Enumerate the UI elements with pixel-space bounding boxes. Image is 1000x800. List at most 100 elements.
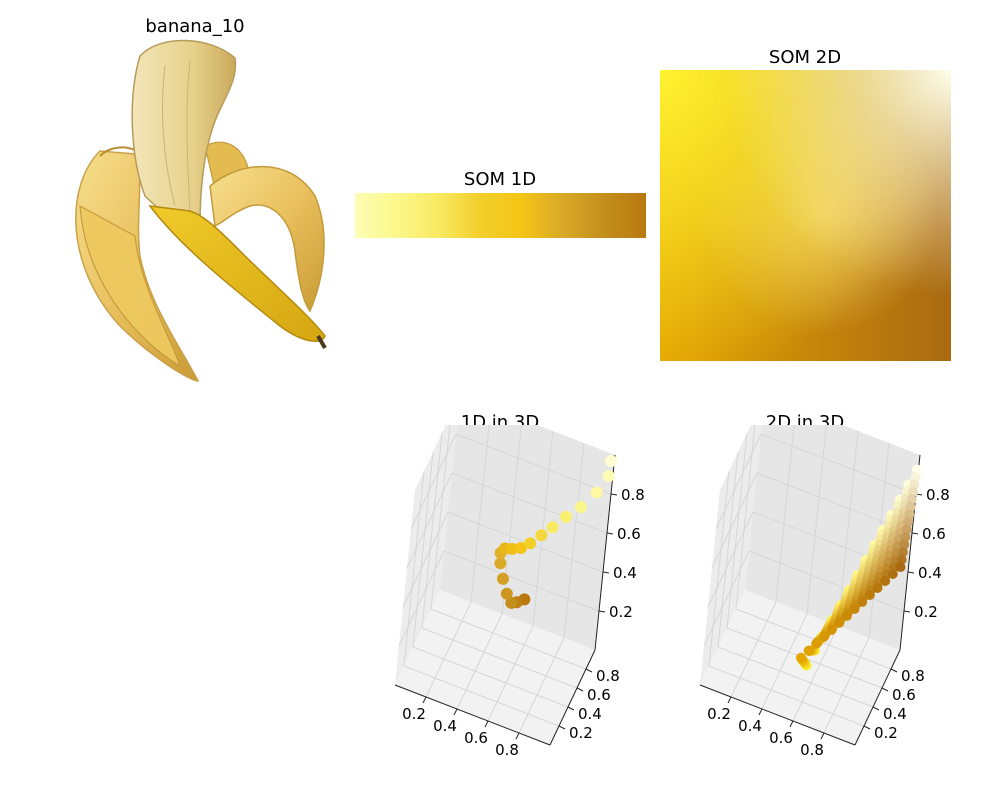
plot1d-point — [500, 587, 513, 600]
plot2d-point — [904, 509, 915, 520]
plot2d-x-tick-label: 0.2 — [707, 705, 731, 723]
plot1d-x-tick-label: 0.6 — [464, 729, 488, 747]
plot2d-x-tick-label: 0.4 — [738, 717, 762, 735]
plot2d-x-tick — [758, 708, 763, 716]
plot2d-x-tick-label: 0.6 — [769, 729, 793, 747]
plot1d-y-tick-label: 0.6 — [587, 686, 611, 704]
plot2d-point — [910, 472, 921, 483]
plot2d-x-tick-label: 0.8 — [800, 741, 824, 759]
plot1d-y-axis — [549, 649, 596, 746]
plot2d-point — [857, 596, 868, 607]
plot2d-point — [796, 652, 806, 663]
plot1d-point — [505, 596, 518, 609]
plot1d-point — [602, 470, 615, 483]
plot2d-left-pane — [700, 425, 762, 685]
plot2d-point — [834, 617, 845, 628]
plot1d-x-tick — [453, 708, 458, 716]
plot1d-y-tick — [585, 668, 593, 673]
plot1d-floor-pane — [395, 590, 595, 745]
plot1d-x-tick-label: 0.8 — [495, 741, 519, 759]
plot2d-point — [864, 589, 875, 600]
plot1d-point — [590, 486, 603, 499]
plot2d-point — [896, 554, 907, 565]
banana-image — [75, 39, 327, 382]
plot1d-point — [560, 510, 572, 523]
som2d-title: SOM 2D — [768, 47, 842, 68]
plot1d-point — [514, 542, 527, 555]
plot2d-point — [907, 487, 918, 498]
plot2d-x-tick — [820, 732, 825, 740]
plot1d-z-tick-label: 0.2 — [609, 603, 633, 621]
plot2d-point — [880, 576, 891, 587]
plot1d-point — [546, 521, 559, 534]
plot2d-point — [901, 524, 912, 535]
plot1d-z-tick — [606, 532, 614, 535]
plot2d-y-tick — [881, 687, 889, 692]
plot2d-floor-pane — [700, 590, 900, 745]
plot1d-x-tick — [515, 732, 520, 740]
plot1d-x-tick-label: 0.2 — [402, 705, 426, 723]
plot1d-y-tick — [558, 725, 566, 730]
plot2d-y-axis — [854, 649, 901, 746]
plot2d-z-tick-label: 0.8 — [926, 486, 950, 504]
plot2d-point — [826, 624, 837, 635]
plot2d-x-tick — [727, 696, 732, 704]
plot2d-point — [897, 547, 908, 558]
plot2d-point — [872, 582, 883, 593]
plot2d-y-tick-label: 0.2 — [874, 724, 898, 742]
banana-title: banana_10 — [145, 16, 245, 37]
plot1d-x-tick — [422, 696, 427, 704]
plot2d-point — [906, 494, 917, 505]
plot1d-x-tick-label: 0.4 — [433, 717, 457, 735]
plot2d-point — [905, 502, 916, 513]
plot1d-z-tick — [602, 571, 610, 574]
plot1d-y-tick — [576, 687, 584, 692]
plot2d-point — [909, 479, 920, 490]
plot2d-y-tick — [872, 706, 880, 711]
plot2d-point — [902, 517, 913, 528]
plot2d-y-tick — [890, 668, 898, 673]
plot1d-z-tick — [610, 493, 618, 496]
plot1d-z-tick-label: 0.8 — [621, 486, 645, 504]
plot2d-point — [895, 562, 906, 573]
plot1d-x-tick — [484, 720, 489, 728]
plot2d-y-tick-label: 0.8 — [901, 667, 925, 685]
som1d-strip — [355, 193, 646, 238]
plot1d-y-tick-label: 0.2 — [569, 724, 593, 742]
plot2d-point — [887, 569, 898, 580]
plot2d-y-tick-label: 0.6 — [892, 686, 916, 704]
plot2d-x-tick — [789, 720, 794, 728]
plot2d-point — [841, 610, 852, 621]
plot2d-z-tick-label: 0.4 — [918, 564, 942, 582]
plot2d-point — [818, 631, 829, 642]
plot2d-y-tick-label: 0.4 — [883, 705, 907, 723]
plot1d-z-axis — [594, 454, 616, 651]
plot1d-point — [494, 557, 507, 570]
plot1d-z-tick-label: 0.6 — [617, 525, 641, 543]
plot1d-point — [497, 572, 509, 585]
plot1d-y-tick-label: 0.8 — [596, 667, 620, 685]
plot2d-x-axis — [699, 684, 856, 746]
som1d-title: SOM 1D — [463, 169, 537, 190]
plot-2d-in-3d: 0.2 0.2 0.2 0.4 0.4 0.4 0.6 0.6 0.6 0.8 0.8 0.8 — [680, 425, 980, 775]
plot-1d-in-3d: 0.2 0.2 0.2 0.4 0.4 0.4 0.6 0.6 0.6 0.8 0.8 0.8 — [375, 425, 675, 775]
plot1d-y-tick — [567, 706, 575, 711]
plot2d-z-tick — [907, 571, 915, 574]
plot2d-point — [811, 638, 822, 649]
plot2d-z-tick — [903, 610, 911, 613]
plot1d-y-tick-label: 0.4 — [578, 705, 602, 723]
som2d-grid — [660, 70, 951, 361]
plot1d-point — [524, 537, 537, 550]
plot1d-point — [605, 455, 617, 468]
plot1d-point — [506, 542, 519, 555]
plot2d-y-tick — [863, 725, 871, 730]
plot1d-z-tick-label: 0.4 — [613, 564, 637, 582]
plot2d-point — [899, 539, 910, 550]
plot2d-z-tick-label: 0.2 — [914, 603, 938, 621]
plot2d-point — [849, 603, 860, 614]
plot1d-point — [574, 501, 587, 514]
plot1d-x-axis — [394, 684, 551, 746]
plot2d-point — [911, 464, 922, 475]
plot2d-z-tick-label: 0.6 — [922, 525, 946, 543]
plot1d-left-pane — [395, 425, 457, 685]
